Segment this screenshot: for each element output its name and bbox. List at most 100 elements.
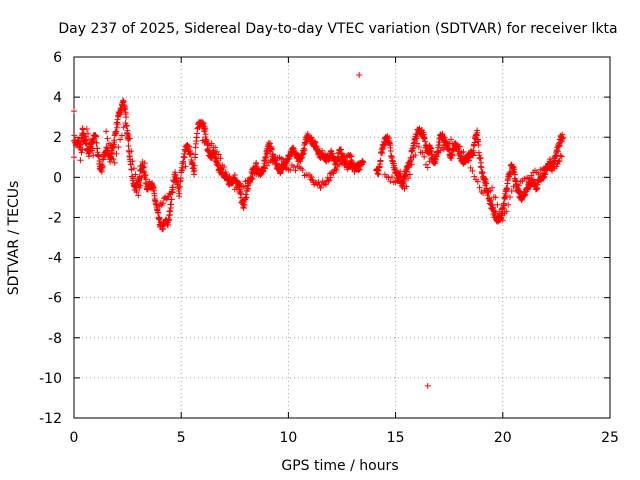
- data-point: [414, 140, 421, 147]
- data-point: [77, 157, 84, 164]
- data-point: [202, 131, 209, 138]
- data-point: [283, 160, 290, 167]
- y-tick-label: -4: [48, 251, 62, 267]
- data-point: [71, 132, 78, 139]
- data-point: [217, 155, 224, 162]
- data-point: [557, 152, 564, 159]
- x-axis-label: GPS time / hours: [281, 458, 398, 474]
- data-point: [135, 192, 142, 199]
- axis-ticks: [73, 56, 611, 419]
- data-point: [501, 202, 508, 209]
- data-point: [111, 139, 118, 146]
- x-tick-label: 10: [279, 430, 297, 446]
- data-point: [512, 171, 519, 178]
- data-point: [255, 166, 262, 173]
- data-point: [389, 174, 396, 181]
- data-point: [387, 178, 394, 185]
- data-point: [339, 160, 345, 167]
- data-point: [160, 226, 167, 233]
- y-tick-label: -10: [39, 371, 62, 387]
- data-point: [494, 201, 501, 208]
- data-point: [528, 172, 535, 179]
- data-point: [330, 170, 337, 177]
- data-point: [120, 124, 127, 131]
- data-point: [360, 159, 367, 166]
- data-point: [139, 167, 146, 174]
- data-point: [268, 146, 275, 153]
- data-point: [403, 183, 410, 190]
- data-point: [502, 192, 509, 199]
- data-point: [114, 121, 121, 128]
- data-point: [412, 152, 419, 159]
- data-point: [489, 184, 496, 191]
- data-point: [79, 146, 86, 153]
- data-point: [168, 188, 175, 195]
- data-point: [167, 208, 174, 215]
- data-points: [71, 72, 566, 389]
- data-point: [405, 175, 412, 182]
- data-point: [113, 128, 120, 135]
- data-point: [86, 136, 93, 143]
- data-point: [504, 185, 511, 192]
- data-point: [177, 175, 184, 182]
- outlier-point: [71, 154, 77, 161]
- data-point: [245, 185, 252, 192]
- data-point: [238, 190, 245, 197]
- data-point: [526, 176, 533, 183]
- data-point: [127, 161, 134, 168]
- data-point: [424, 164, 431, 171]
- data-point: [469, 168, 476, 175]
- data-point: [141, 160, 148, 167]
- data-point: [333, 167, 340, 174]
- data-point: [123, 114, 130, 121]
- data-point: [510, 183, 517, 190]
- data-point: [315, 179, 322, 186]
- data-point: [549, 167, 556, 174]
- data-point: [110, 156, 117, 163]
- data-point: [123, 122, 130, 129]
- data-point: [415, 143, 422, 150]
- data-point: [115, 144, 122, 151]
- data-point: [181, 154, 188, 161]
- data-point: [133, 181, 140, 188]
- data-point: [474, 129, 481, 136]
- data-point: [137, 182, 144, 189]
- data-point: [175, 187, 182, 194]
- data-point: [280, 156, 287, 163]
- data-point: [93, 133, 100, 140]
- plot-frame: [73, 56, 611, 419]
- data-point: [556, 157, 563, 164]
- data-point: [483, 180, 490, 187]
- data-point: [559, 134, 566, 141]
- data-point: [133, 188, 140, 195]
- data-point: [489, 204, 496, 211]
- data-point: [449, 152, 456, 159]
- data-point: [84, 130, 91, 137]
- data-point: [241, 202, 248, 209]
- data-point: [202, 125, 209, 132]
- data-point: [456, 143, 463, 150]
- data-point: [477, 155, 484, 162]
- data-point: [542, 171, 549, 178]
- data-point: [534, 185, 541, 192]
- data-point: [168, 196, 175, 203]
- data-point: [90, 138, 97, 145]
- data-point: [111, 159, 118, 166]
- data-point: [253, 171, 260, 178]
- data-point: [93, 139, 100, 146]
- data-point: [379, 150, 386, 157]
- data-point: [430, 158, 437, 165]
- grid-lines: [74, 57, 610, 418]
- data-point: [554, 148, 561, 155]
- data-point: [487, 187, 494, 194]
- y-tick-label: -6: [48, 291, 62, 307]
- data-point: [186, 143, 193, 150]
- y-axis-label: SDTVAR / TECUs: [6, 181, 22, 296]
- data-point: [406, 171, 413, 178]
- data-point: [446, 140, 453, 147]
- data-point: [317, 184, 324, 191]
- data-point: [336, 161, 343, 168]
- data-point: [408, 161, 415, 168]
- data-point: [399, 180, 406, 187]
- data-point: [179, 164, 186, 171]
